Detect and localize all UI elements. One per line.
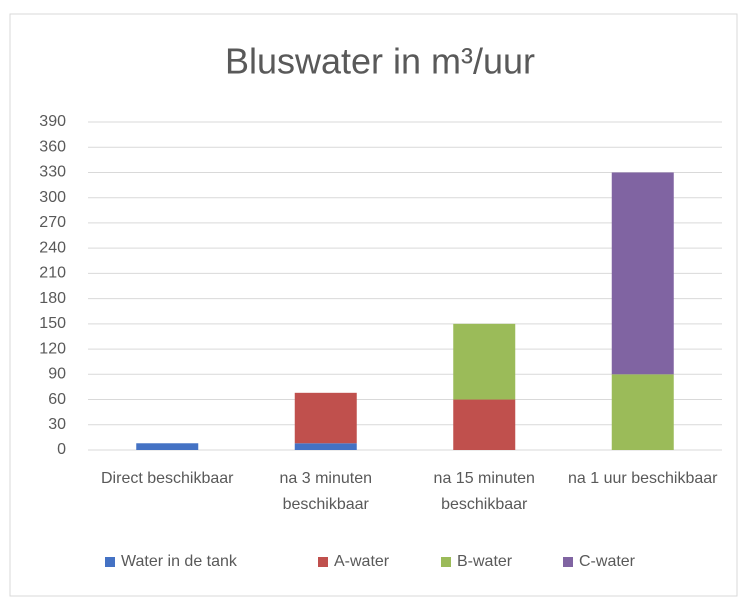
legend-swatch [563,557,573,567]
y-tick-label: 390 [39,113,66,130]
legend-item: C-water [563,553,635,571]
legend-label: B-water [457,553,513,570]
x-tick-label: na 1 uur beschikbaar [568,470,718,487]
y-tick-label: 360 [39,138,66,155]
legend-label: C-water [579,553,636,570]
legend-label: A-water [334,553,390,570]
y-tick-label: 120 [39,340,66,357]
chart-title: Bluswater in m³/uur [225,41,535,82]
y-tick-label: 30 [48,416,66,433]
legend-swatch [441,557,451,567]
bar-segment [453,399,516,450]
y-tick-label: 90 [48,366,66,383]
x-tick-label: na 3 minuten beschikbaar [279,470,372,513]
legend-label: Water in de tank [121,553,237,570]
legend-item: Water in de tank [105,553,237,571]
y-tick-label: 150 [39,315,66,332]
bar-segment [611,172,674,375]
x-tick-label: Direct beschikbaar [101,470,234,487]
bar-segment [136,443,199,450]
y-tick-label: 180 [39,290,66,307]
legend-item: B-water [441,553,512,571]
y-tick-label: 0 [57,441,66,458]
legend-swatch [318,557,328,567]
y-tick-label: 60 [48,391,66,408]
y-tick-label: 330 [39,164,66,181]
bar-segment [294,392,357,444]
y-tick-label: 210 [39,265,66,282]
bar-segment [294,443,357,450]
y-tick-label: 240 [39,239,66,256]
legend-item: A-water [318,553,389,571]
y-tick-label: 270 [39,214,66,231]
x-tick-label: na 15 minuten beschikbaar [433,470,535,513]
legend-swatch [105,557,115,567]
bar-segment [453,323,516,400]
bar-segment [611,374,674,450]
y-tick-label: 300 [39,189,66,206]
